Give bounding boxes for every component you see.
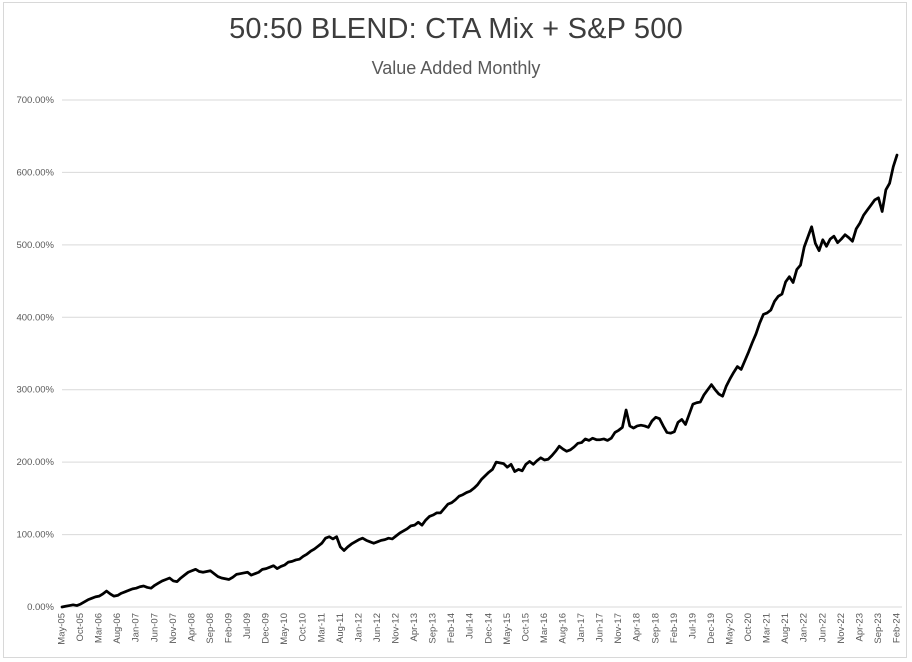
x-tick-label: Sep-18: [650, 613, 661, 644]
x-tick-label: Mar-21: [762, 613, 773, 643]
x-tick-label: Jan-22: [799, 613, 810, 642]
series-line-group: [60, 153, 899, 609]
x-tick-label: May-20: [725, 613, 736, 645]
x-tick-label: Jun-22: [817, 613, 828, 642]
x-tick-label: Aug-21: [780, 613, 791, 644]
x-tick-label: Oct-15: [520, 613, 531, 642]
x-tick-label: Jul-14: [465, 613, 476, 639]
x-tick-label: Feb-09: [224, 613, 235, 643]
x-tick-label: May-05: [57, 613, 68, 645]
x-tick-label: Aug-06: [112, 613, 123, 644]
x-tick-label: May-10: [279, 613, 290, 645]
y-tick-label: 400.00%: [16, 312, 54, 323]
x-tick-label: Nov-22: [836, 613, 847, 644]
x-tick-label: Oct-10: [298, 613, 309, 642]
chart-subtitle: Value Added Monthly: [371, 58, 541, 78]
x-axis-tick-labels: May-05 Oct-05 Mar-06 Aug-06 Jan-07 Jun-07 Nov-…: [57, 613, 903, 645]
y-tick-label: 200.00%: [16, 457, 54, 468]
series-line: [60, 153, 899, 609]
x-tick-label: Apr-08: [186, 613, 197, 642]
x-tick-label: Jan-12: [353, 613, 364, 642]
x-tick-label: Feb-24: [892, 613, 903, 643]
x-tick-label: Sep-13: [428, 613, 439, 644]
x-tick-label: Aug-11: [335, 613, 346, 643]
chart-title: 50:50 BLEND: CTA Mix + S&P 500: [229, 13, 683, 45]
y-tick-label: 500.00%: [16, 240, 54, 251]
x-tick-label: Feb-14: [446, 613, 457, 643]
x-tick-label: Feb-19: [669, 613, 680, 643]
x-tick-label: Jan-07: [131, 613, 142, 642]
y-tick-label: 0.00%: [27, 602, 54, 613]
y-axis-tick-labels: 0.00% 100.00% 200.00% 300.00% 400.00% 500.00%…: [16, 95, 54, 613]
gridlines: [62, 99, 902, 608]
x-tick-label: Jul-09: [242, 613, 253, 639]
x-tick-label: Mar-11: [316, 613, 327, 642]
x-tick-label: May-15: [502, 613, 513, 645]
x-tick-label: Sep-23: [873, 613, 884, 644]
y-tick-label: 700.00%: [16, 95, 54, 106]
x-tick-label: Nov-17: [613, 613, 624, 644]
x-tick-label: Nov-12: [391, 613, 402, 644]
y-tick-label: 100.00%: [16, 530, 54, 541]
x-tick-label: Oct-05: [75, 613, 86, 642]
x-tick-label: Jun-17: [595, 613, 606, 642]
x-tick-label: Jul-19: [687, 613, 698, 639]
x-tick-label: Dec-09: [261, 613, 272, 644]
x-tick-label: Jun-12: [372, 613, 383, 642]
x-tick-label: Oct-20: [743, 613, 754, 642]
x-tick-label: Dec-14: [483, 613, 494, 644]
y-tick-label: 600.00%: [16, 167, 54, 178]
x-tick-label: Apr-23: [854, 613, 865, 642]
x-tick-label: Dec-19: [706, 613, 717, 644]
x-tick-label: Aug-16: [558, 613, 569, 644]
x-tick-label: Apr-18: [632, 613, 643, 642]
x-tick-label: Apr-13: [409, 613, 420, 642]
x-tick-label: Nov-07: [168, 613, 179, 644]
x-tick-label: Jan-17: [576, 613, 587, 642]
x-tick-label: Jun-07: [149, 613, 160, 642]
y-tick-label: 300.00%: [16, 385, 54, 396]
x-tick-label: Mar-16: [539, 613, 550, 643]
x-tick-label: Sep-08: [205, 613, 216, 644]
x-tick-label: Mar-06: [94, 613, 105, 643]
